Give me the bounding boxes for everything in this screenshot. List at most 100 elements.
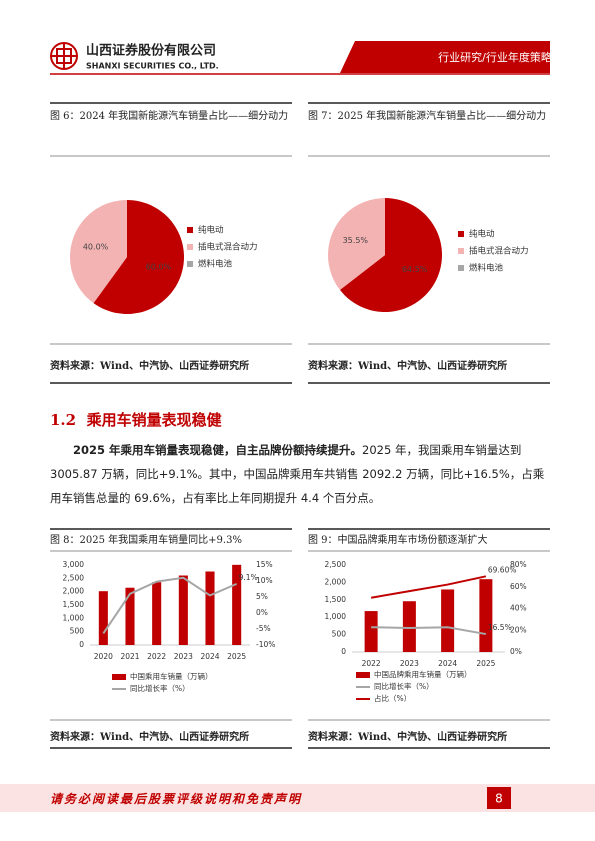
section-number: 1.2 — [50, 411, 77, 429]
x-tick-label: 2023 — [174, 652, 193, 661]
bar — [98, 591, 108, 645]
paragraph-body: 2025 年，我国乘用车销量达到 3005.87 万辆，同比+9.1%。其中，中… — [50, 443, 545, 505]
data-label: 9.1% — [239, 573, 258, 582]
figure-rules — [50, 102, 550, 749]
y2-tick-label: 40% — [510, 604, 527, 613]
footer-disclaimer: 请务必阅读最后股票评级说明和免责声明 — [50, 792, 303, 806]
paragraph-lead: 2025 年乘用车销量表现稳健，自主品牌份额持续提升。 — [73, 443, 363, 457]
y-tick-label: 0 — [341, 647, 346, 656]
legend-swatch — [187, 244, 193, 250]
line — [370, 575, 487, 599]
legend-swatch — [187, 261, 193, 267]
legend-label: 燃料电池 — [198, 259, 233, 270]
figure-source: 资料来源：Wind、中汽协、山西证券研究所 — [50, 361, 250, 372]
bar — [152, 582, 162, 645]
bar — [125, 587, 135, 645]
legend-swatch — [356, 672, 370, 678]
legend-swatch — [112, 674, 126, 680]
bar — [364, 611, 378, 652]
header-tag: 行业研究/行业年度策略 — [438, 50, 552, 64]
legend-label: 中国品牌乘用车销量（万辆） — [374, 669, 472, 679]
figure-source: 资料来源：Wind、中汽协、山西证券研究所 — [308, 361, 508, 372]
x-tick-label: 2022 — [362, 659, 381, 668]
line — [371, 626, 487, 636]
x-tick-label: 2024 — [438, 659, 457, 668]
data-label: 69.60% — [488, 565, 517, 574]
x-tick-label: 2024 — [200, 652, 219, 661]
x-tick-label: 2022 — [147, 652, 166, 661]
y-tick-label: 2,500 — [325, 560, 347, 569]
bar — [402, 601, 416, 652]
page-box — [487, 787, 511, 809]
figure-title: 图 8：2025 年我国乘用车销量同比+9.3% — [50, 535, 242, 546]
legend-label: 占比（%） — [374, 693, 411, 703]
legend-label: 燃料电池 — [469, 263, 504, 274]
legend-swatch — [458, 265, 464, 271]
pie-slice — [339, 198, 442, 312]
data-label: 60.0% — [146, 263, 172, 272]
figure-title: 图 9：中国品牌乘用车市场份额逐渐扩大 — [308, 535, 488, 546]
pie-slice — [328, 198, 385, 290]
company-name-en: SHANXI SECURITIES CO., LTD. — [86, 62, 219, 71]
data-label: 64.5% — [402, 265, 428, 274]
y2-tick-label: 60% — [510, 582, 527, 591]
data-label: 35.5% — [343, 236, 369, 245]
legend-label: 纯电动 — [469, 229, 495, 240]
bar — [479, 579, 493, 652]
y-tick-label: 1,500 — [325, 595, 347, 604]
y-tick-label: 2,500 — [63, 573, 85, 582]
legend-label: 纯电动 — [198, 225, 224, 236]
bar — [205, 571, 215, 645]
y-tick-label: 500 — [70, 627, 85, 636]
legend-swatch — [458, 231, 464, 237]
bar — [232, 564, 242, 645]
legend-swatch — [458, 248, 464, 254]
y-tick-label: 2,000 — [325, 577, 347, 586]
line — [102, 576, 238, 635]
y-tick-label: 500 — [332, 630, 347, 639]
y-tick-label: 2,000 — [63, 587, 85, 596]
y-tick-label: 1,000 — [325, 612, 347, 621]
figure-title: 图 7：2025 年我国新能源汽车销量占比——细分动力 — [308, 111, 547, 122]
y2-tick-label: 80% — [510, 560, 527, 569]
y2-tick-label: -5% — [256, 624, 271, 633]
data-label: 40.0% — [83, 242, 109, 251]
y2-tick-label: 0% — [510, 647, 522, 656]
y2-tick-label: 5% — [256, 592, 268, 601]
legend-label: 插电式混合动力 — [198, 242, 258, 253]
pie-slice — [93, 200, 184, 314]
figure-title: 图 6：2024 年我国新能源汽车销量占比——细分动力 — [50, 111, 289, 122]
x-tick-label: 2020 — [94, 652, 113, 661]
x-tick-label: 2025 — [476, 659, 495, 668]
section-title: 乘用车销量表现稳健 — [86, 411, 222, 429]
legend-label: 同比增长率（%） — [374, 681, 434, 691]
x-tick-label: 2023 — [400, 659, 419, 668]
legend-swatch — [187, 227, 193, 233]
x-tick-label: 2021 — [120, 652, 139, 661]
page-number: 8 — [495, 792, 503, 806]
figure-source: 资料来源：Wind、中汽协、山西证券研究所 — [308, 732, 508, 743]
legend-label: 中国乘用车销量（万辆） — [130, 671, 213, 681]
y-tick-label: 0 — [79, 640, 84, 649]
y-tick-label: 1,500 — [63, 600, 85, 609]
header-tab — [340, 41, 550, 73]
y2-tick-label: 20% — [510, 625, 527, 634]
y2-tick-label: -10% — [256, 640, 275, 649]
data-label: 16.5% — [488, 623, 512, 632]
logo — [50, 42, 78, 70]
y2-tick-label: 10% — [256, 576, 273, 585]
legend-label: 同比增长率（%） — [130, 683, 190, 693]
section-heading: 1.2 乘用车销量表现稳健 — [50, 409, 222, 430]
pie-slice — [69, 200, 127, 304]
paragraph: 2025 年乘用车销量表现稳健，自主品牌份额持续提升。2025 年，我国乘用车销… — [50, 438, 550, 510]
legend-label: 插电式混合动力 — [469, 246, 529, 257]
company-name: 山西证券股份有限公司 — [86, 43, 216, 59]
figure-source: 资料来源：Wind、中汽协、山西证券研究所 — [50, 732, 250, 743]
bar — [441, 589, 455, 652]
bar — [178, 575, 188, 645]
y2-tick-label: 15% — [256, 560, 273, 569]
y2-tick-label: 0% — [256, 608, 268, 617]
y-tick-label: 1,000 — [63, 613, 85, 622]
